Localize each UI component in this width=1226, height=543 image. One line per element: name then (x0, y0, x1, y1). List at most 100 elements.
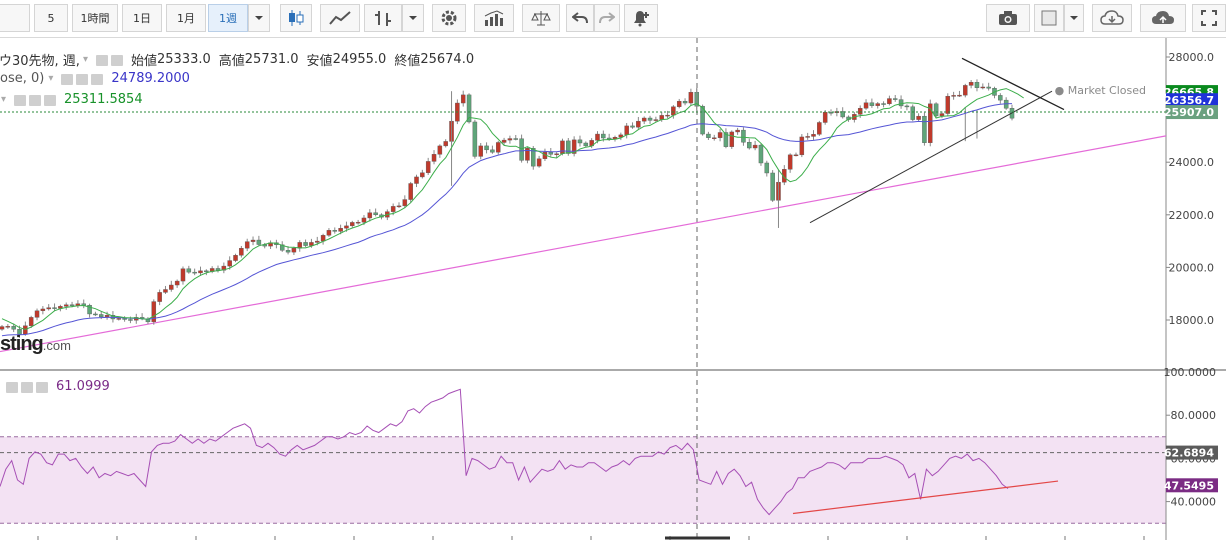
candle-body (986, 86, 991, 89)
candle-body (186, 268, 192, 273)
indicators-icon (484, 10, 504, 26)
chart-toolbar: 5 1時間 1日 1月 1週 (0, 0, 1226, 38)
ma1-dropdown-icon[interactable]: ▾ (48, 73, 54, 84)
candle-body (700, 105, 705, 135)
candle-body (390, 206, 396, 212)
gear-icon (441, 10, 457, 26)
color-dropdown-button[interactable] (1064, 4, 1084, 32)
candle-body (157, 292, 162, 302)
candle-body (425, 161, 431, 173)
chart-type-dropdown-button[interactable] (402, 4, 424, 32)
market-status-label: Market Closed (1067, 84, 1146, 97)
ohlc-bars-icon (375, 11, 391, 26)
candle-body (40, 308, 46, 311)
price-tick-label: 20000.0 (1169, 261, 1215, 274)
open-label: 始値 (130, 54, 157, 69)
candle-body (928, 103, 933, 143)
toolbar-partial-button[interactable] (0, 4, 30, 32)
snapshot-button[interactable] (986, 4, 1030, 32)
cloud-save-button[interactable] (1140, 4, 1186, 32)
candle-body (566, 140, 571, 154)
undo-button[interactable] (566, 4, 594, 32)
ma-fast-line (1, 88, 1024, 331)
candle-body (52, 307, 57, 309)
compare-button[interactable] (522, 4, 560, 32)
close-mini-icon[interactable] (91, 74, 104, 85)
settings-mini-icon[interactable] (95, 55, 108, 66)
candle-body (396, 205, 402, 208)
candle-body (303, 242, 308, 246)
candle-body (787, 154, 793, 170)
support-trendline (0, 135, 1167, 353)
candle-body (87, 305, 92, 315)
candle-body (682, 100, 688, 104)
close-mini-icon[interactable] (36, 382, 48, 393)
candle-body (951, 95, 956, 97)
candle-body (863, 102, 869, 109)
candle-body (69, 304, 75, 306)
candle-body (414, 176, 419, 184)
gear-mini-icon[interactable] (76, 74, 89, 85)
candle-body (151, 301, 157, 323)
candle-body (46, 307, 51, 310)
gear-mini-icon[interactable] (110, 55, 123, 66)
ma2-value: 25311.5854 (64, 92, 143, 107)
interval-1w-button[interactable]: 1週 (208, 4, 248, 32)
candle-body (501, 139, 507, 143)
candle-body (548, 152, 554, 155)
market-status: ● Market Closed (1054, 84, 1146, 97)
settings-button[interactable] (432, 4, 466, 32)
ma2-dropdown-icon[interactable]: ▾ (1, 94, 7, 105)
eye-mini-icon[interactable] (14, 95, 27, 106)
fullscreen-button[interactable] (1192, 4, 1226, 32)
chart-canvas[interactable]: 28000.026000.024000.022000.020000.018000… (0, 38, 1226, 540)
line-type-button[interactable] (320, 4, 360, 32)
candle-body (180, 268, 186, 282)
symbol-dropdown-icon[interactable]: ▾ (82, 54, 88, 65)
color-button[interactable] (1034, 4, 1064, 32)
candle-body (484, 145, 489, 151)
eye-mini-icon[interactable] (61, 74, 74, 85)
ma2-legend: ▾ 25311.5854 (0, 92, 143, 107)
candle-body (320, 235, 326, 242)
bars-type-button[interactable] (364, 4, 402, 32)
interval-dropdown-button[interactable] (248, 4, 270, 32)
price-tag-label: 25907.0 (1164, 106, 1214, 119)
interval-1h-button[interactable]: 1時間 (72, 4, 118, 32)
candlestick-type-button[interactable] (280, 4, 312, 32)
redo-button[interactable] (594, 4, 620, 32)
interval-1d-button[interactable]: 1日 (122, 4, 162, 32)
close-mini-icon[interactable] (44, 95, 57, 106)
candle-body (285, 250, 291, 253)
interval-1m-button[interactable]: 1月 (166, 4, 206, 32)
interval-5-button[interactable]: 5 (34, 4, 68, 32)
candle-body (478, 145, 483, 157)
rsi-tick-label: 100.0000 (1164, 366, 1217, 379)
candle-body (741, 129, 746, 143)
candle-body (939, 113, 945, 117)
cloud-load-button[interactable] (1092, 4, 1132, 32)
eye-mini-icon[interactable] (6, 382, 18, 393)
candle-body (408, 183, 413, 200)
candle-body (239, 248, 244, 256)
candle-body (367, 212, 373, 219)
candle-body (466, 94, 472, 123)
candle-body (525, 148, 530, 161)
rsi-tag-label: 47.5495 (1164, 479, 1214, 492)
candle-body (519, 138, 524, 161)
chart-panel[interactable]: 28000.026000.024000.022000.020000.018000… (0, 38, 1226, 540)
gear-mini-icon[interactable] (21, 382, 33, 393)
candle-body (361, 217, 367, 223)
candle-body (892, 98, 898, 100)
falling-trendline (961, 57, 1065, 111)
alert-button[interactable] (624, 4, 658, 32)
candle-body (636, 120, 641, 128)
rsi-tick-label: 40.0000 (1171, 496, 1217, 509)
indicators-button[interactable] (474, 4, 514, 32)
candle-body (460, 94, 466, 104)
candle-body (963, 85, 968, 96)
gear-mini-icon[interactable] (29, 95, 42, 106)
candle-body (507, 138, 513, 141)
candle-body (659, 115, 664, 120)
candle-body (676, 100, 682, 107)
